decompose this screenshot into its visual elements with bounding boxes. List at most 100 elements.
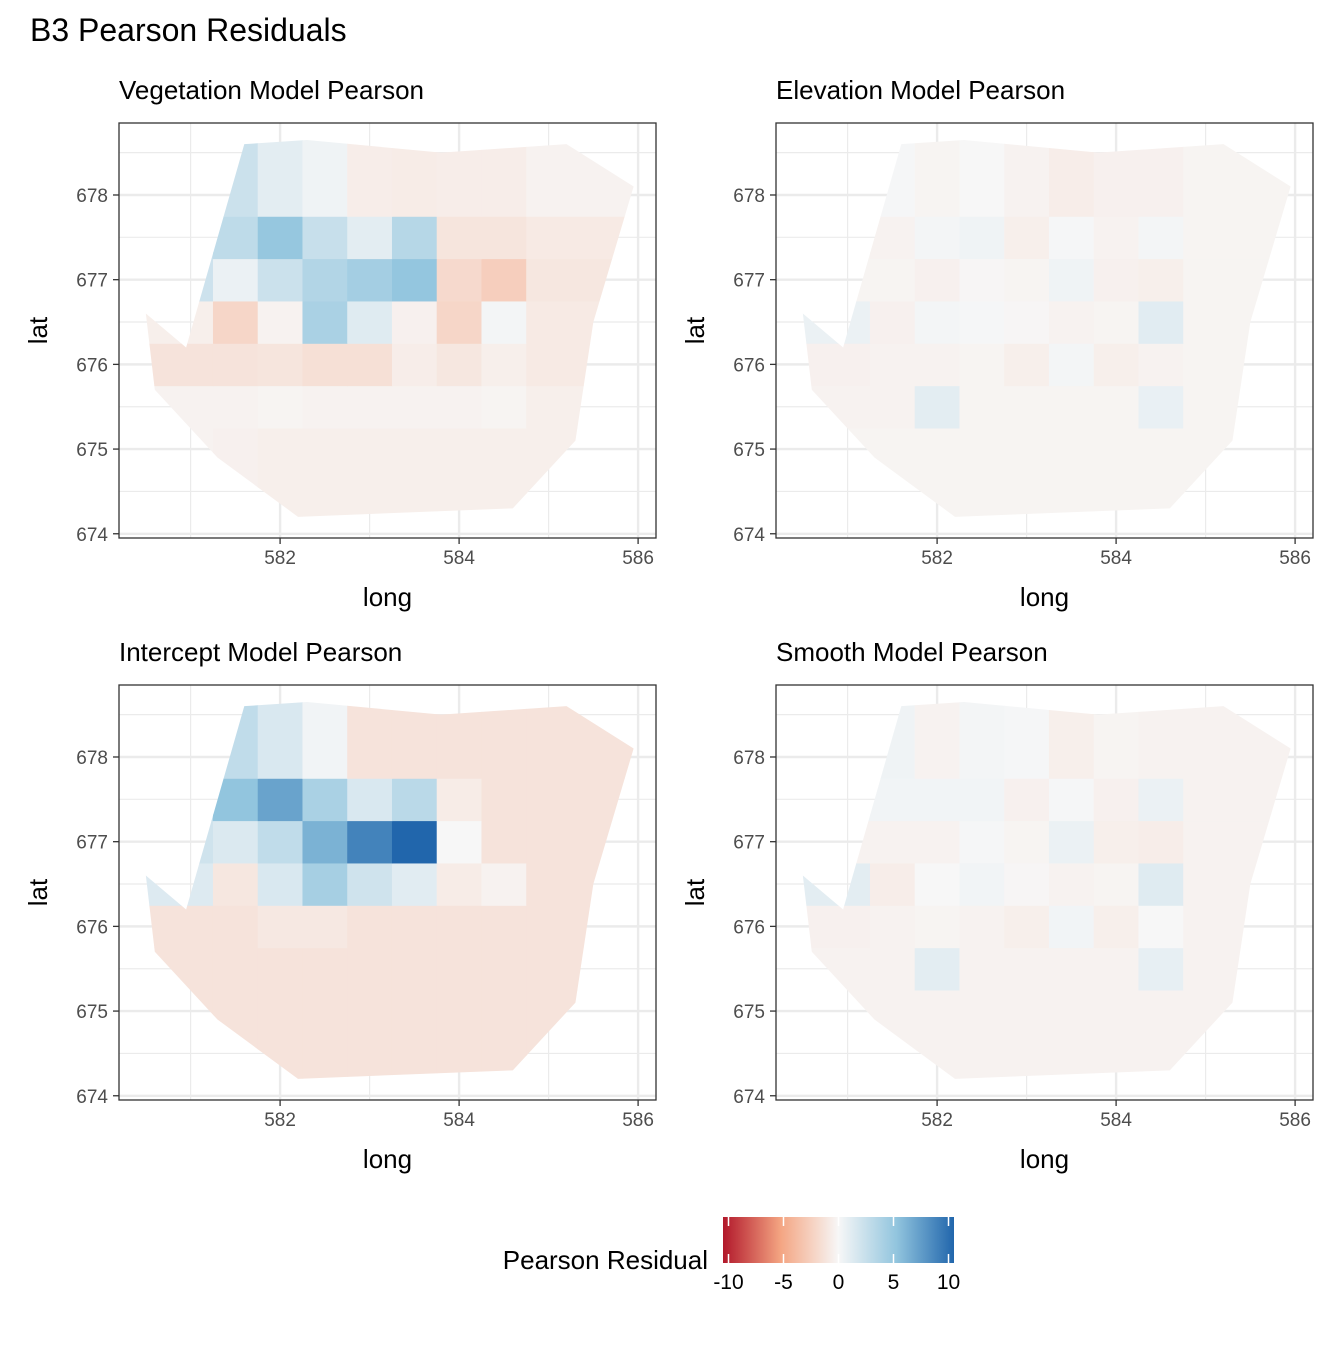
page-title: B3 Pearson Residuals — [30, 12, 347, 48]
chart-panel-2: Elevation Model Pearson 582 584 586 674 675 67… — [680, 75, 1314, 612]
heatmap-cell — [959, 905, 1005, 949]
heatmap-cell — [1004, 905, 1050, 949]
heatmap-cell — [391, 139, 438, 217]
heatmap-cell — [257, 947, 304, 991]
y-tick-label: 678 — [733, 748, 765, 769]
heatmap-cell — [481, 343, 527, 387]
y-tick-label: 677 — [733, 833, 765, 854]
y-tick-label: 677 — [76, 833, 108, 854]
heatmap-cell — [436, 216, 483, 260]
heatmap-cell — [869, 258, 916, 302]
heatmap-cell — [391, 427, 438, 517]
heatmap-cell — [1138, 343, 1184, 387]
chart-panel-3: Intercept Model Pearson 582 584 586 674 675 67… — [23, 637, 657, 1174]
panel-border — [118, 684, 657, 1101]
heatmap-cell — [212, 905, 259, 949]
y-axis-label: lat — [23, 878, 53, 906]
heatmap-cell — [1048, 905, 1095, 949]
heatmap-cell — [1004, 862, 1050, 906]
legend-tick-label: 0 — [833, 1271, 845, 1294]
x-tick-label: 582 — [921, 548, 953, 569]
heatmap-cell — [959, 820, 1005, 864]
heatmap-cell — [481, 300, 527, 344]
heatmap-cell — [1093, 427, 1140, 517]
heatmap-cell — [436, 905, 483, 949]
heatmap-cell — [347, 216, 393, 260]
heatmap-cell — [1048, 139, 1095, 217]
y-tick-label: 674 — [733, 525, 765, 546]
heatmap-cell — [869, 300, 916, 344]
y-tick-label: 678 — [733, 186, 765, 207]
heatmap-cell — [436, 989, 483, 1079]
heatmap-cell — [212, 862, 259, 906]
heatmap-cell — [391, 216, 438, 260]
heatmap-cell — [302, 385, 348, 429]
heatmap-cell — [257, 385, 304, 429]
heatmap-cell — [347, 905, 393, 949]
heatmap-cell — [1093, 343, 1140, 387]
heatmap-cell — [1004, 947, 1050, 991]
chart-panel-4: Smooth Model Pearson 582 584 586 674 675 676 67… — [680, 637, 1314, 1174]
heatmap-cell — [1048, 427, 1095, 517]
heatmap-cell — [914, 820, 961, 864]
heatmap-cell — [347, 989, 393, 1079]
heatmap-cell — [959, 427, 1005, 517]
heatmap-cell — [959, 947, 1005, 991]
heatmap-cell — [302, 778, 348, 822]
heatmap-cell — [959, 343, 1005, 387]
heatmap-cell — [257, 258, 304, 302]
heatmap-cell — [1004, 216, 1050, 260]
heatmap-cell — [212, 343, 259, 387]
heatmap-cell — [1093, 216, 1140, 260]
legend-tick-label: -10 — [713, 1271, 743, 1294]
x-tick-label: 582 — [264, 548, 296, 569]
y-tick-label: 678 — [76, 186, 108, 207]
heatmap-cell — [436, 385, 483, 429]
heatmap-cell — [302, 905, 348, 949]
heatmap-cell — [959, 216, 1005, 260]
heatmap-cell — [257, 778, 304, 822]
heatmap-cell — [302, 820, 348, 864]
heatmap-cell — [212, 947, 259, 991]
heatmap-cell — [1093, 258, 1140, 302]
heatmap-cell — [436, 947, 483, 991]
heatmap-cell — [302, 258, 348, 302]
heatmap-cell — [347, 701, 393, 779]
heatmap-cell — [1004, 139, 1050, 217]
heatmap-cell — [1048, 216, 1095, 260]
y-tick-label: 676 — [733, 917, 765, 938]
x-tick-label: 586 — [622, 548, 654, 569]
heatmap-cell — [302, 947, 348, 991]
heatmap-cell — [391, 300, 438, 344]
heatmap-cell — [869, 343, 916, 387]
heatmap-cell — [436, 701, 483, 779]
heatmap-cell — [391, 905, 438, 949]
heatmap-cell — [257, 300, 304, 344]
heatmap-cell — [257, 862, 304, 906]
heatmap-cell — [347, 778, 393, 822]
heatmap-cell — [1093, 385, 1140, 429]
y-tick-label: 678 — [76, 748, 108, 769]
heatmap-cell — [436, 258, 483, 302]
heatmap-cell — [1004, 300, 1050, 344]
heatmap-cell — [1004, 701, 1050, 779]
heatmap-cell — [436, 139, 483, 217]
heatmap-cell — [257, 216, 304, 260]
heatmap-cell — [959, 701, 1005, 779]
heatmap-cell — [914, 385, 961, 429]
heatmap-tiles — [145, 139, 634, 517]
heatmap-cell — [1138, 701, 1184, 779]
heatmap-cell — [302, 701, 348, 779]
heatmap-cell — [1048, 300, 1095, 344]
heatmap-cell — [257, 139, 304, 217]
heatmap-cell — [1004, 989, 1050, 1079]
heatmap-cell — [347, 258, 393, 302]
heatmap-cell — [1138, 216, 1184, 260]
heatmap-cell — [481, 820, 527, 864]
heatmap-cell — [347, 139, 393, 217]
heatmap-cell — [436, 862, 483, 906]
heatmap-cell — [391, 258, 438, 302]
heatmap-cell — [802, 343, 871, 387]
heatmap-cell — [1048, 862, 1095, 906]
heatmap-cell — [302, 862, 348, 906]
